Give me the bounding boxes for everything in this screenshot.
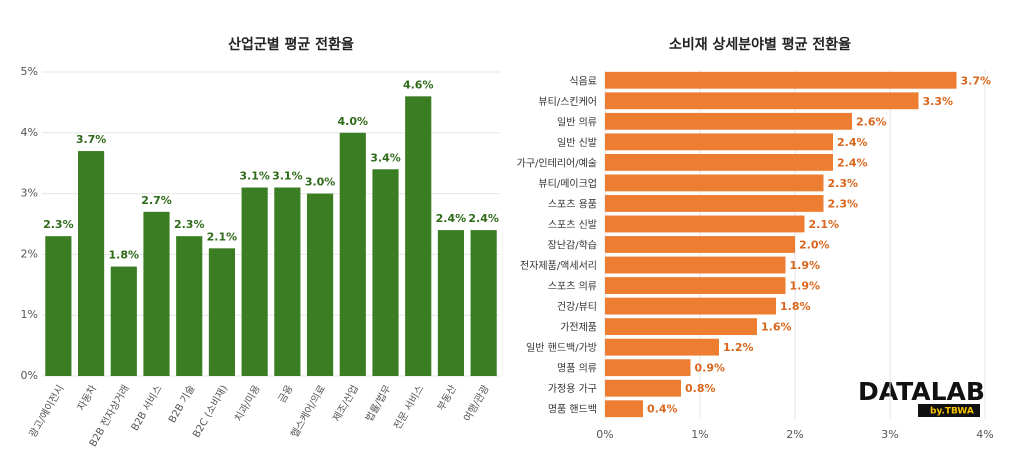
bar <box>77 151 105 376</box>
value-label: 2.0% <box>799 239 830 252</box>
bar <box>605 92 919 110</box>
value-label: 0.4% <box>647 403 678 416</box>
value-label: 2.4% <box>837 156 868 169</box>
logo-text: DATALAB <box>858 377 985 406</box>
bar <box>470 230 497 376</box>
bar <box>605 71 957 89</box>
x-tick-label: 2% <box>786 428 803 441</box>
bar <box>605 277 786 294</box>
value-label: 3.7% <box>961 74 992 87</box>
value-label: 3.0% <box>305 176 336 189</box>
y-tick-label: 명품 핸드백 <box>548 404 597 416</box>
bar <box>605 133 833 151</box>
y-tick-label: 일반 의류 <box>557 116 597 128</box>
value-label: 2.3% <box>43 218 74 231</box>
y-tick-label: 장난감/학습 <box>548 240 597 252</box>
bar <box>176 236 203 376</box>
value-label: 2.6% <box>856 115 887 128</box>
y-tick-label: 5% <box>21 65 38 78</box>
x-tick-label: 3% <box>881 428 898 441</box>
x-tick-label: 4% <box>976 428 993 441</box>
y-tick-label: 뷰티/메이크업 <box>538 177 597 190</box>
bar <box>339 132 366 376</box>
bar <box>437 230 465 376</box>
bar <box>306 193 334 376</box>
value-label: 1.9% <box>790 259 821 272</box>
value-label: 0.9% <box>695 362 726 375</box>
y-tick-label: 일반 핸드백/가방 <box>526 342 597 354</box>
bar <box>605 338 719 356</box>
y-tick-label: 뷰티/스킨케어 <box>538 96 597 108</box>
y-tick-label: 가정용 가구 <box>548 383 597 395</box>
logo: DATALAB by.TBWA <box>858 377 985 417</box>
y-tick-label: 4% <box>21 126 38 139</box>
value-label: 1.2% <box>723 341 754 354</box>
bar <box>605 112 852 130</box>
value-label: 1.8% <box>780 300 811 313</box>
value-label: 4.6% <box>403 78 434 91</box>
value-label: 3.1% <box>239 170 270 183</box>
value-label: 3.3% <box>923 95 954 108</box>
y-tick-label: 스포츠 의류 <box>548 281 597 293</box>
bar <box>605 153 833 171</box>
bar <box>605 256 786 274</box>
bar <box>45 236 72 376</box>
logo-sub: by.TBWA <box>930 407 974 417</box>
value-label: 2.3% <box>828 197 859 210</box>
value-label: 3.7% <box>76 133 107 146</box>
value-label: 2.7% <box>141 194 172 207</box>
bar <box>605 359 691 377</box>
y-tick-label: 식음료 <box>569 75 597 87</box>
bar <box>605 400 643 418</box>
y-tick-label: 일반 신발 <box>557 137 597 149</box>
y-tick-label: 2% <box>21 247 38 260</box>
bar <box>605 379 681 397</box>
value-label: 2.1% <box>207 230 238 243</box>
bar <box>274 187 301 376</box>
bar <box>605 297 776 315</box>
x-tick-label: 1% <box>691 428 708 441</box>
bar <box>405 96 432 376</box>
bar <box>605 215 805 233</box>
value-label: 1.9% <box>790 280 821 293</box>
value-label: 2.1% <box>809 218 840 231</box>
value-label: 1.8% <box>109 249 140 262</box>
logo-badge <box>918 404 980 417</box>
y-tick-label: 전자제품/액세서리 <box>520 260 597 272</box>
bar <box>605 195 824 212</box>
value-label: 2.4% <box>468 212 499 225</box>
y-tick-label: 0% <box>21 369 38 382</box>
chart-title: 산업군별 평균 전환율 <box>228 36 354 53</box>
y-tick-label: 건강/뷰티 <box>557 301 597 313</box>
bar <box>605 318 757 336</box>
chart-title: 소비재 상세분야별 평균 전환율 <box>669 36 851 53</box>
value-label: 2.4% <box>436 212 467 225</box>
value-label: 1.6% <box>761 321 792 334</box>
y-tick-label: 가전제품 <box>560 322 597 334</box>
y-tick-label: 스포츠 신발 <box>548 219 597 231</box>
bar <box>605 236 795 253</box>
bar <box>110 266 137 376</box>
x-tick-label: 0% <box>596 428 613 441</box>
value-label: 2.4% <box>837 136 868 149</box>
bar <box>208 248 236 376</box>
value-label: 4.0% <box>338 115 369 128</box>
y-tick-label: 가구/인테리어/예술 <box>517 157 597 169</box>
value-label: 2.3% <box>828 177 859 190</box>
value-label: 3.1% <box>272 170 303 183</box>
value-label: 0.8% <box>685 382 716 395</box>
y-tick-label: 스포츠 용품 <box>548 198 597 210</box>
bar <box>143 211 170 376</box>
y-tick-label: 1% <box>21 308 38 321</box>
value-label: 3.4% <box>370 151 401 164</box>
bar <box>241 187 268 376</box>
bar <box>605 174 824 192</box>
y-tick-label: 명품 의류 <box>557 363 597 375</box>
value-label: 2.3% <box>174 218 205 231</box>
bar <box>372 169 399 376</box>
y-tick-label: 3% <box>21 187 38 200</box>
